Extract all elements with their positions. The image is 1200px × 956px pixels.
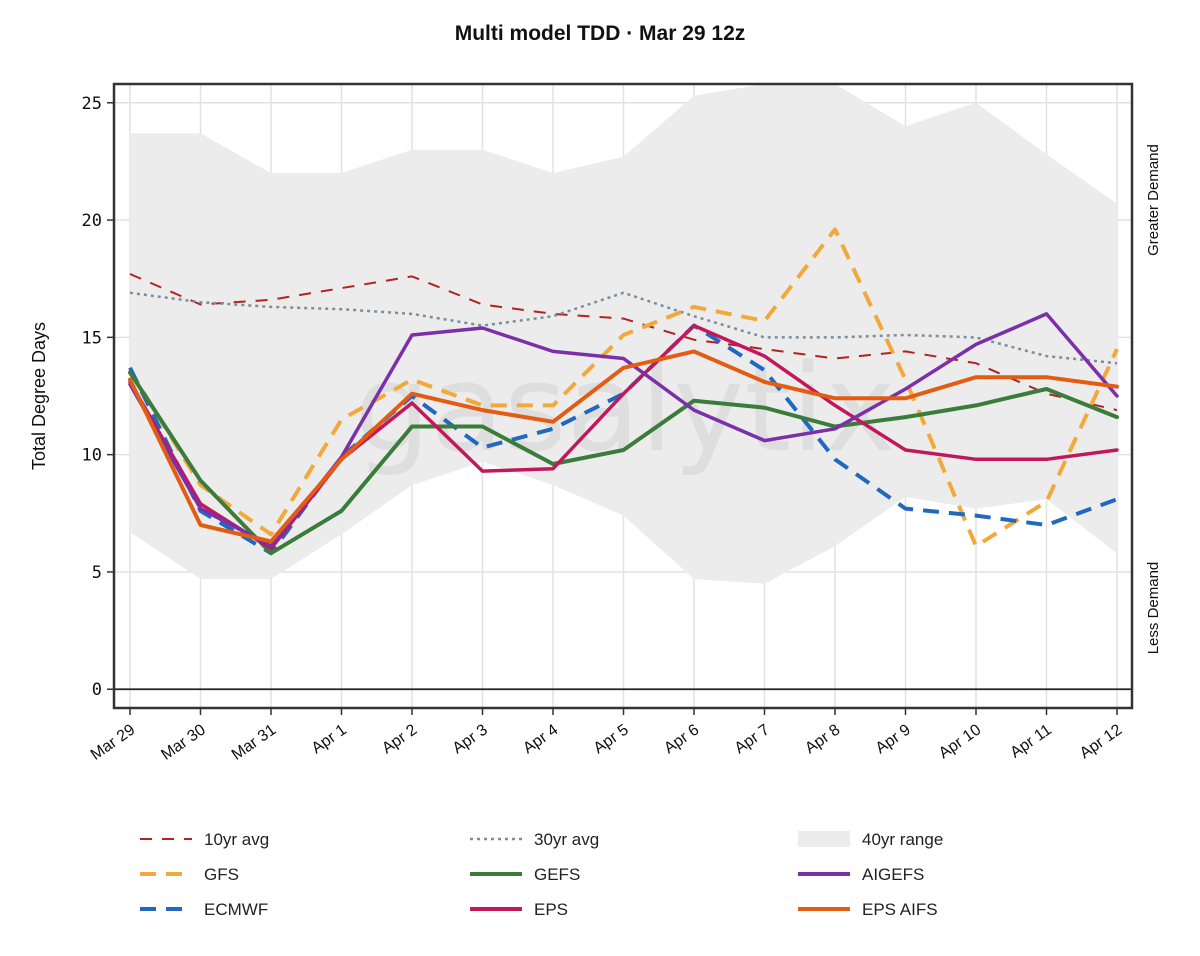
series-line-ecmwf xyxy=(128,323,1118,556)
y-tick-label: 25 xyxy=(82,94,102,114)
y-axis-label: Total Degree Days xyxy=(29,322,49,470)
legend-label: EPS xyxy=(534,900,568,919)
x-axis-ticks: Mar 29 Mar 30 Mar 31 Apr 1 Apr 2 Apr 3 Apr 4 Ap… xyxy=(88,708,1125,764)
x-tick-label: Mar 31 xyxy=(229,721,280,764)
greater-demand-label: Greater Demand xyxy=(1145,144,1162,256)
legend-label: GFS xyxy=(204,865,239,884)
legend-item-eps-aifs: EPS AIFS xyxy=(798,900,938,919)
legend-item-gfs: GFS xyxy=(140,865,239,884)
x-tick-label: Apr 12 xyxy=(1077,721,1125,762)
x-tick-label: Mar 30 xyxy=(158,721,209,764)
x-tick-label: Apr 3 xyxy=(450,721,491,757)
y-tick-label: 15 xyxy=(82,328,102,348)
chart-title: Multi model TDD · Mar 29 12z xyxy=(455,22,746,45)
series-line-gefs xyxy=(128,370,1119,556)
x-tick-label: Apr 10 xyxy=(936,721,984,762)
legend-item-40yr-range: 40yr range xyxy=(798,830,943,849)
series-layer xyxy=(128,227,1119,556)
x-tick-label: Apr 9 xyxy=(873,721,914,757)
x-tick-label: Apr 6 xyxy=(661,721,702,757)
y-tick-label: 10 xyxy=(82,446,102,466)
legend-item-aigefs: AIGEFS xyxy=(798,865,924,884)
x-tick-label: Mar 29 xyxy=(88,721,139,764)
series-line-eps-aifs xyxy=(128,349,1119,544)
legend-item-ecmwf: ECMWF xyxy=(140,900,268,919)
legend-label: ECMWF xyxy=(204,900,268,919)
y-tick-label: 5 xyxy=(92,563,102,583)
legend-item-gefs: GEFS xyxy=(470,865,580,884)
legend: 10yr avg 30yr avg 40yr range GFS GEFS AIGEFS E… xyxy=(140,830,943,919)
legend-item-eps: EPS xyxy=(470,900,568,919)
x-tick-label: Apr 5 xyxy=(591,721,632,757)
x-tick-label: Apr 8 xyxy=(802,721,843,757)
y-tick-label: 0 xyxy=(92,680,102,700)
legend-label: 30yr avg xyxy=(534,830,599,849)
series-line-30yr-avg xyxy=(129,291,1118,365)
legend-label: 10yr avg xyxy=(204,830,269,849)
legend-label: AIGEFS xyxy=(862,865,924,884)
legend-swatch xyxy=(798,831,850,847)
legend-item-30yr-avg: 30yr avg xyxy=(470,830,599,849)
legend-item-10yr-avg: 10yr avg xyxy=(140,830,269,849)
y-axis-ticks: 0 5 10 15 20 25 xyxy=(82,94,114,700)
y-tick-label: 20 xyxy=(82,211,102,231)
legend-label: EPS AIFS xyxy=(862,900,938,919)
series-line-gfs xyxy=(128,227,1119,549)
x-tick-label: Apr 4 xyxy=(520,721,561,757)
x-tick-label: Apr 7 xyxy=(732,721,773,757)
x-tick-label: Apr 2 xyxy=(379,721,420,757)
less-demand-label: Less Demand xyxy=(1145,562,1162,655)
x-tick-label: Apr 1 xyxy=(309,721,350,757)
plot-area: gasalytix xyxy=(112,82,1134,710)
x-tick-label: Apr 11 xyxy=(1007,721,1054,761)
legend-label: GEFS xyxy=(534,865,580,884)
legend-label: 40yr range xyxy=(862,830,943,849)
watermark: gasalytix xyxy=(354,340,896,479)
